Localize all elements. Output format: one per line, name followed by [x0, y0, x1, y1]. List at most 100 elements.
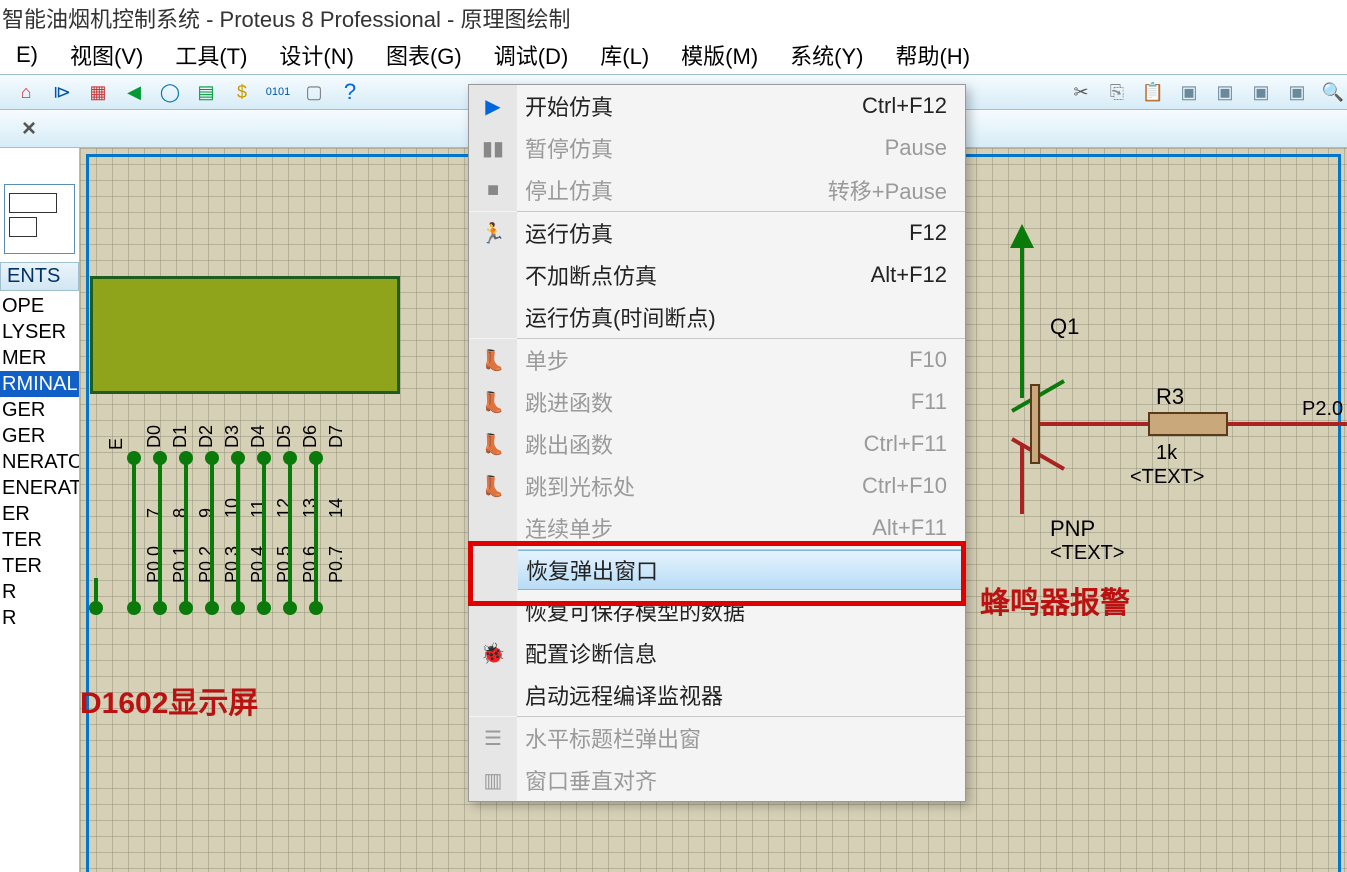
- menu-item: ▮▮暂停仿真Pause: [469, 127, 965, 169]
- block2-icon[interactable]: ▣: [1211, 78, 1239, 106]
- component-list-item[interactable]: R: [0, 605, 79, 631]
- component-list[interactable]: OPELYSERMERRMINALGERGERNERATOENERATERTER…: [0, 291, 79, 631]
- diode-icon[interactable]: ⧐: [48, 78, 76, 106]
- app-title: 智能油烟机控制系统 - Proteus 8 Professional - 原理图…: [2, 2, 570, 34]
- menu-item-icon: [470, 549, 518, 591]
- sheet-icon[interactable]: ▤: [192, 78, 220, 106]
- menu-item-label: 暂停仿真: [517, 132, 885, 164]
- menu-item[interactable]: 视图(V): [54, 35, 159, 75]
- menu-item-label: 启动远程编译监视器: [517, 679, 947, 711]
- cut-icon[interactable]: ✂: [1067, 78, 1095, 106]
- menu-item[interactable]: 系统(Y): [774, 35, 879, 75]
- paste-icon[interactable]: 📋: [1139, 78, 1167, 106]
- menu-item-label: 水平标题栏弹出窗: [517, 722, 947, 754]
- block1-icon[interactable]: ▣: [1175, 78, 1203, 106]
- wire: [158, 458, 162, 608]
- menu-item[interactable]: 设计(N): [263, 35, 370, 75]
- component-list-item[interactable]: TER: [0, 527, 79, 553]
- component-list-item[interactable]: LYSER: [0, 319, 79, 345]
- menu-item-shortcut: Alt+F11: [872, 515, 965, 541]
- menu-item[interactable]: 🏃运行仿真F12: [469, 212, 965, 254]
- component-list-item[interactable]: TER: [0, 553, 79, 579]
- menu-item[interactable]: 运行仿真(时间断点): [469, 296, 965, 338]
- menu-item-shortcut: Alt+F12: [871, 262, 965, 288]
- menu-item[interactable]: 不加断点仿真Alt+F12: [469, 254, 965, 296]
- help-icon[interactable]: ?: [336, 78, 364, 106]
- component-list-item[interactable]: ER: [0, 501, 79, 527]
- menu-item-label: 跳进函数: [517, 386, 911, 418]
- pin-label: D3: [222, 425, 243, 448]
- menu-item-shortcut: Ctrl+F10: [862, 473, 965, 499]
- menu-item-label: 跳到光标处: [517, 470, 862, 502]
- menu-item-shortcut: F12: [909, 220, 965, 246]
- menu-item: 👢跳出函数Ctrl+F11: [469, 423, 965, 465]
- home-icon[interactable]: ⌂: [12, 78, 40, 106]
- wire: [132, 458, 136, 608]
- side-panel: ENTS OPELYSERMERRMINALGERGERNERATOENERAT…: [0, 148, 80, 872]
- block4-icon[interactable]: ▣: [1283, 78, 1311, 106]
- menu-item-shortcut: Ctrl+F12: [862, 93, 965, 119]
- component-preview: [4, 184, 75, 254]
- menu-item[interactable]: 恢复可保存模型的数据: [469, 590, 965, 632]
- menu-item[interactable]: 模版(M): [665, 35, 774, 75]
- pin-label: D5: [274, 425, 295, 448]
- component-list-item[interactable]: RMINAL: [0, 371, 79, 397]
- component-list-item[interactable]: GER: [0, 423, 79, 449]
- pin-label: D6: [300, 425, 321, 448]
- component-list-item[interactable]: OPE: [0, 293, 79, 319]
- component-list-item[interactable]: R: [0, 579, 79, 605]
- menu-item[interactable]: 图表(G): [370, 35, 478, 75]
- menu-item-shortcut: 转移+Pause: [828, 174, 965, 206]
- component-list-item[interactable]: ENERAT: [0, 475, 79, 501]
- port-label: P0.7: [326, 546, 347, 583]
- menu-item-icon: [469, 507, 517, 549]
- menu-item[interactable]: 启动远程编译监视器: [469, 674, 965, 716]
- component-list-item[interactable]: MER: [0, 345, 79, 371]
- menu-item[interactable]: 库(L): [584, 35, 665, 75]
- block3-icon[interactable]: ▣: [1247, 78, 1275, 106]
- pin-label-e: E: [106, 438, 127, 450]
- globe-icon[interactable]: ◯: [156, 78, 184, 106]
- menu-item-label: 停止仿真: [517, 174, 828, 206]
- menu-item[interactable]: 恢复弹出窗口: [469, 550, 965, 590]
- menu-item-icon: [469, 590, 517, 632]
- dollar-icon[interactable]: $: [228, 78, 256, 106]
- menu-item-icon: ☰: [469, 717, 517, 759]
- copy-icon[interactable]: ⎘: [1103, 78, 1131, 106]
- zoom-icon[interactable]: 🔍: [1319, 78, 1347, 106]
- title-bar: 智能油烟机控制系统 - Proteus 8 Professional - 原理图…: [0, 0, 1347, 36]
- menu-item-icon: ▮▮: [469, 127, 517, 169]
- tab-close-button[interactable]: ×: [22, 115, 36, 143]
- menu-item[interactable]: ▶开始仿真Ctrl+F12: [469, 85, 965, 127]
- menu-item[interactable]: 帮助(H): [879, 35, 986, 75]
- menu-item: 👢跳进函数F11: [469, 381, 965, 423]
- menu-item-label: 开始仿真: [517, 90, 862, 122]
- pin-label: D1: [170, 425, 191, 448]
- resistor-r3[interactable]: [1148, 412, 1228, 436]
- menu-item-icon: 👢: [469, 465, 517, 507]
- transistor-q1[interactable]: [1030, 384, 1040, 464]
- alarm-label: 蜂鸣器报警: [980, 578, 1130, 622]
- q1-label: Q1: [1050, 314, 1079, 340]
- menu-item-label: 恢复弹出窗口: [518, 554, 946, 586]
- page-icon[interactable]: ▢: [300, 78, 328, 106]
- menu-item[interactable]: 调试(D): [478, 35, 585, 75]
- menu-item[interactable]: E): [0, 38, 54, 72]
- flag-icon[interactable]: ◀: [120, 78, 148, 106]
- debug-menu-dropdown: ▶开始仿真Ctrl+F12▮▮暂停仿真Pause■停止仿真转移+Pause🏃运行…: [468, 84, 966, 802]
- menu-item-label: 配置诊断信息: [517, 637, 947, 669]
- component-list-item[interactable]: GER: [0, 397, 79, 423]
- menu-item-icon: [469, 296, 517, 338]
- port-label: P2.0: [1302, 398, 1343, 421]
- menu-item-icon: ▥: [469, 759, 517, 801]
- vcc-arrow-icon: [1010, 224, 1034, 248]
- menu-item[interactable]: 🐞配置诊断信息: [469, 632, 965, 674]
- pin-label: D0: [144, 425, 165, 448]
- component-list-item[interactable]: NERATO: [0, 449, 79, 475]
- menu-item-label: 不加断点仿真: [517, 259, 871, 291]
- lcd-component[interactable]: [90, 276, 400, 394]
- menu-item-label: 跳出函数: [517, 428, 864, 460]
- binary-icon[interactable]: 0101: [264, 78, 292, 106]
- chip-icon[interactable]: ▦: [84, 78, 112, 106]
- menu-item[interactable]: 工具(T): [159, 35, 263, 75]
